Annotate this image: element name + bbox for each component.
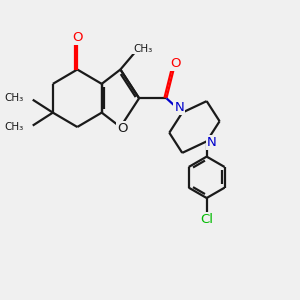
Text: Cl: Cl <box>200 213 213 226</box>
Text: N: N <box>175 101 184 114</box>
Text: O: O <box>171 57 181 70</box>
Text: CH₃: CH₃ <box>5 93 24 103</box>
Text: CH₃: CH₃ <box>5 122 24 132</box>
Text: CH₃: CH₃ <box>133 44 152 53</box>
Text: N: N <box>207 136 217 149</box>
Text: O: O <box>118 122 128 135</box>
Text: O: O <box>72 31 83 44</box>
